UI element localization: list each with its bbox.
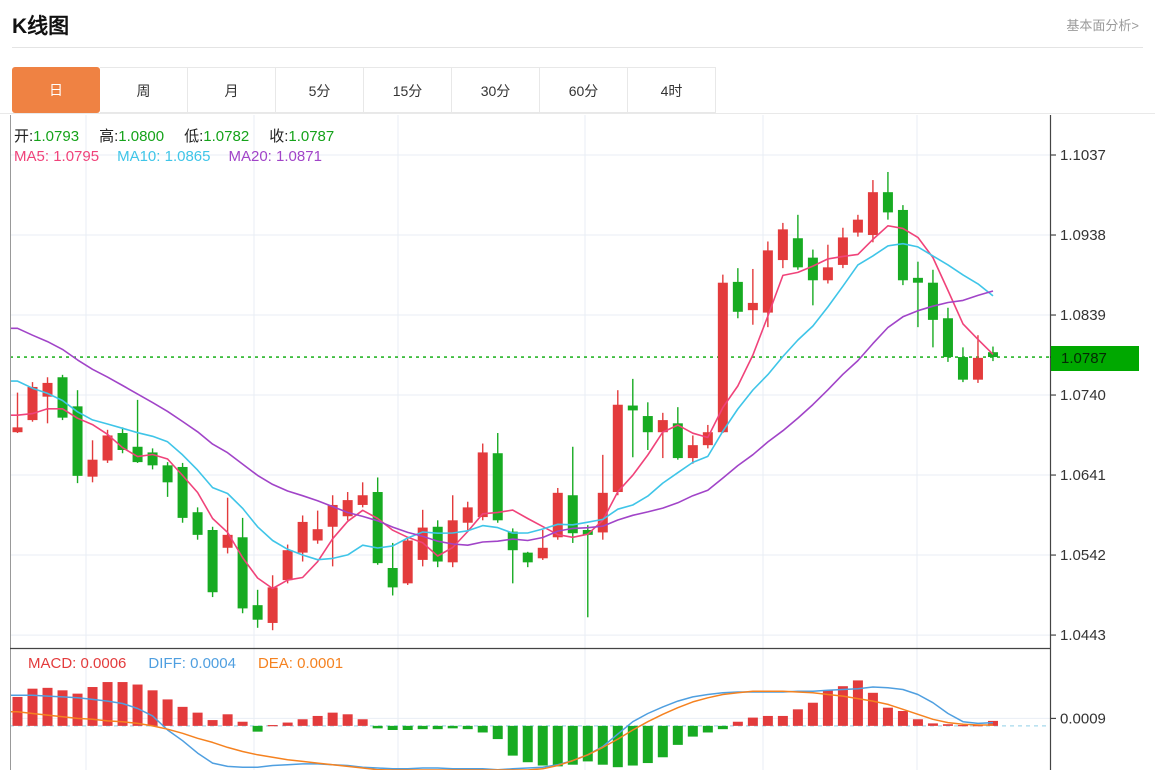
open-label: 开:: [14, 128, 34, 145]
ma20-legend: MA20: 1.0871: [228, 148, 322, 165]
fundamental-analysis-link[interactable]: 基本面分析>: [1066, 18, 1139, 33]
dea-line: [10, 690, 993, 770]
low-label: 低:: [184, 128, 204, 145]
tab-month[interactable]: 月: [188, 67, 276, 113]
y-axis-label: 1.0938: [1060, 227, 1106, 244]
dea-value-legend: DEA: 0.0001: [257, 655, 344, 672]
diff-value-legend: DIFF: 0.0004: [148, 655, 236, 672]
ma5-legend: MA5: 1.0795: [14, 148, 100, 165]
header-divider: [12, 47, 1143, 48]
ma20-line: [10, 290, 994, 547]
ma-legend: MA5: 1.0795 MA10: 1.0865 MA20: 1.0871: [14, 148, 322, 165]
y-axis-label: 1.0542: [1060, 547, 1106, 564]
y-axis-label: 0.0009: [1060, 710, 1106, 727]
tab-4hour[interactable]: 4时: [628, 67, 716, 113]
ma5-line: [10, 225, 994, 590]
tab-30min[interactable]: 30分: [452, 67, 540, 113]
open-value: 1.0793: [33, 128, 80, 145]
interval-tabbar: 日 周 月 5分 15分 30分 60分 4时: [12, 67, 716, 113]
ma10-line: [10, 242, 994, 561]
y-axis-label: 1.0641: [1060, 467, 1106, 484]
ohlc-legend: 开:1.0793 高:1.0800 低:1.0782 收:1.0787: [14, 125, 354, 146]
macd-value-legend: MACD: 0.0006: [28, 655, 127, 672]
tab-week[interactable]: 周: [100, 67, 188, 113]
tabbar-bottom-border: [0, 113, 1155, 114]
ma10-legend: MA10: 1.0865: [117, 148, 211, 165]
macd-legend: MACD: 0.0006 DIFF: 0.0004 DEA: 0.0001: [28, 655, 343, 672]
y-axis-label: 1.0839: [1060, 307, 1106, 324]
y-axis-label: 1.0443: [1060, 627, 1106, 644]
y-axis-label: 1.0740: [1060, 387, 1106, 404]
tab-day[interactable]: 日: [12, 67, 100, 113]
tab-60min[interactable]: 60分: [540, 67, 628, 113]
low-value: 1.0782: [203, 128, 250, 145]
high-value: 1.0800: [118, 128, 165, 145]
page-title: K线图: [12, 15, 70, 38]
high-label: 高:: [99, 128, 119, 145]
tab-15min[interactable]: 15分: [364, 67, 452, 113]
y-axis-label: 1.1037: [1060, 147, 1106, 164]
close-label: 收:: [269, 128, 289, 145]
close-value: 1.0787: [288, 128, 335, 145]
tab-5min[interactable]: 5分: [276, 67, 364, 113]
current-price-tag: 1.0787: [1051, 346, 1139, 371]
